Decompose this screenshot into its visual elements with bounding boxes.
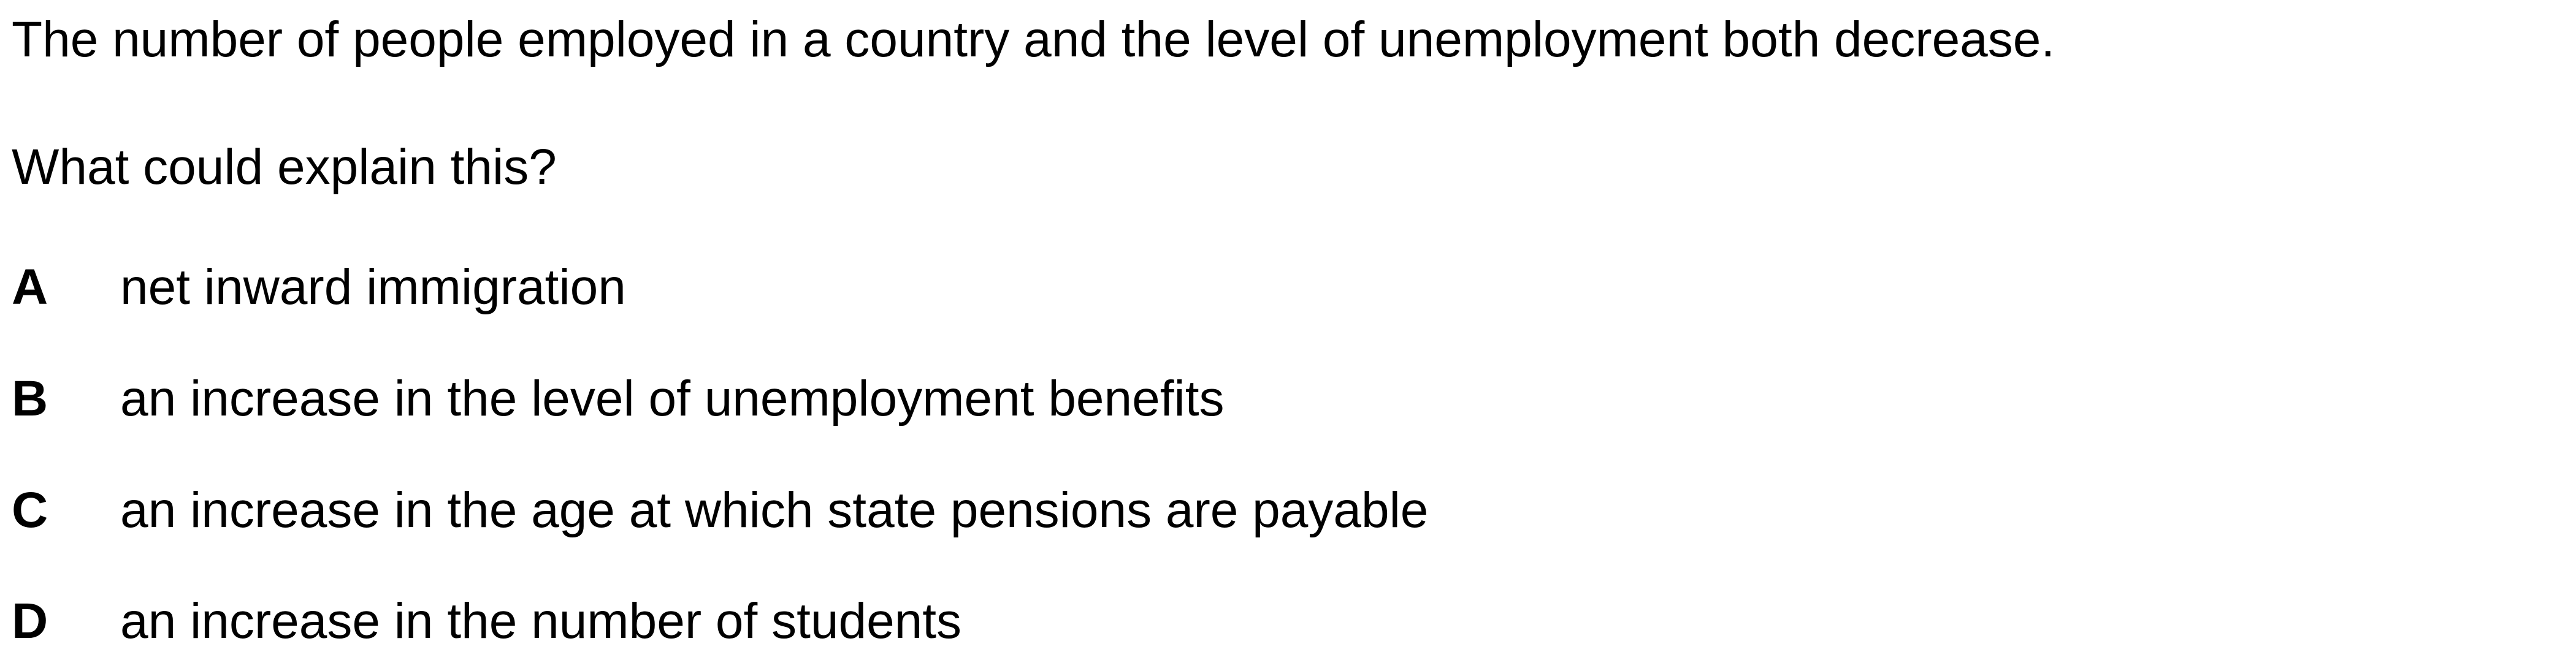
option-d: D an increase in the number of students (12, 596, 961, 658)
option-a-letter: A (12, 259, 48, 315)
option-c-text: an increase in the age at which state pe… (120, 482, 1429, 538)
question-prompt: What could explain this? (12, 139, 557, 195)
question-stem: The number of people employed in a count… (12, 12, 2055, 67)
option-b-text: an increase in the level of unemployment… (120, 371, 1225, 427)
option-d-letter: D (12, 593, 48, 649)
option-a: A net inward immigration (12, 262, 626, 324)
option-a-text: net inward immigration (120, 259, 626, 315)
option-d-text: an increase in the number of students (120, 593, 962, 649)
option-c-letter: C (12, 482, 48, 538)
option-c: C an increase in the age at which state … (12, 485, 1428, 547)
option-b-letter: B (12, 371, 48, 427)
option-b: B an increase in the level of unemployme… (12, 374, 1225, 435)
